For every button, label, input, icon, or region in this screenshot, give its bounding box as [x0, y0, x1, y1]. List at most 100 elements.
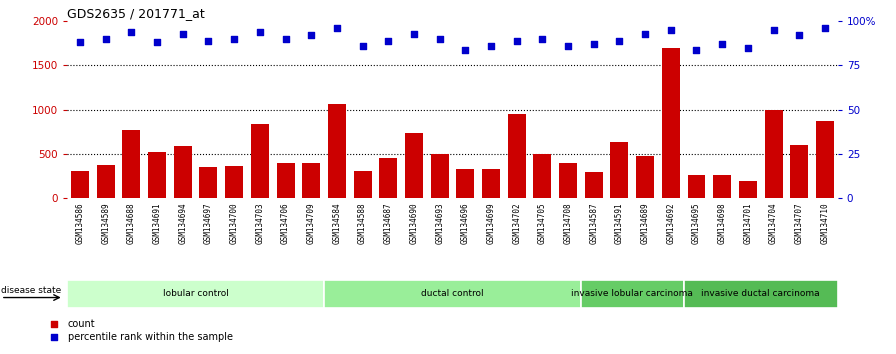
Text: GSM134697: GSM134697	[204, 202, 213, 244]
Text: GSM134688: GSM134688	[127, 202, 136, 244]
Point	[330, 25, 344, 31]
Text: GSM134692: GSM134692	[667, 202, 676, 244]
Bar	[97, 166, 115, 198]
Point	[176, 31, 190, 36]
Bar	[277, 163, 295, 198]
Text: GSM134687: GSM134687	[383, 202, 392, 244]
Point	[561, 43, 575, 49]
Text: GSM134591: GSM134591	[615, 202, 624, 244]
Point	[484, 43, 498, 49]
Text: GSM134701: GSM134701	[744, 202, 753, 244]
Text: GSM134693: GSM134693	[435, 202, 444, 244]
Text: invasive ductal carcinoma: invasive ductal carcinoma	[702, 289, 820, 298]
Bar	[405, 133, 423, 198]
Text: GSM134694: GSM134694	[178, 202, 187, 244]
Point	[202, 38, 216, 44]
Bar	[764, 110, 782, 198]
Bar	[174, 146, 192, 198]
Bar	[585, 172, 603, 198]
Point	[458, 47, 472, 52]
Text: lobular control: lobular control	[163, 289, 228, 298]
Legend: count, percentile rank within the sample: count, percentile rank within the sample	[40, 315, 237, 346]
Text: GSM134696: GSM134696	[461, 202, 470, 244]
Text: GSM134710: GSM134710	[821, 202, 830, 244]
Text: GSM134589: GSM134589	[101, 202, 110, 244]
Point	[741, 45, 755, 51]
Text: GSM134708: GSM134708	[564, 202, 573, 244]
Text: disease state: disease state	[1, 286, 61, 295]
Point	[510, 38, 524, 44]
Point	[125, 29, 139, 35]
Bar	[533, 154, 551, 198]
Text: GSM134705: GSM134705	[538, 202, 547, 244]
Bar	[379, 158, 397, 198]
Text: GDS2635 / 201771_at: GDS2635 / 201771_at	[67, 7, 205, 20]
Point	[381, 38, 395, 44]
Point	[73, 40, 87, 45]
Bar	[225, 166, 243, 198]
Bar	[559, 163, 577, 198]
Bar	[610, 142, 628, 198]
Text: GSM134584: GSM134584	[332, 202, 341, 244]
Point	[304, 33, 318, 38]
Text: GSM134587: GSM134587	[590, 202, 599, 244]
Text: GSM134695: GSM134695	[692, 202, 701, 244]
Text: invasive lobular carcinoma: invasive lobular carcinoma	[572, 289, 694, 298]
Point	[612, 38, 626, 44]
Text: GSM134702: GSM134702	[513, 202, 521, 244]
Bar	[508, 114, 526, 198]
Point	[587, 41, 601, 47]
Point	[766, 27, 780, 33]
Text: GSM134704: GSM134704	[769, 202, 778, 244]
Bar	[328, 104, 346, 198]
Point	[689, 47, 703, 52]
Bar	[123, 130, 141, 198]
Bar	[739, 181, 757, 198]
Bar	[431, 154, 449, 198]
Text: GSM134700: GSM134700	[229, 202, 238, 244]
Text: GSM134703: GSM134703	[255, 202, 264, 244]
Point	[150, 40, 164, 45]
Text: GSM134586: GSM134586	[75, 202, 84, 244]
Text: GSM134588: GSM134588	[358, 202, 367, 244]
Text: GSM134690: GSM134690	[409, 202, 418, 244]
Point	[664, 27, 678, 33]
Bar	[713, 175, 731, 198]
Point	[253, 29, 267, 35]
Bar	[67, 280, 324, 308]
Bar	[456, 169, 474, 198]
Point	[792, 33, 806, 38]
Text: GSM134689: GSM134689	[641, 202, 650, 244]
Bar	[816, 121, 834, 198]
Point	[227, 36, 241, 42]
Bar	[200, 167, 218, 198]
Point	[279, 36, 293, 42]
Bar	[581, 280, 684, 308]
Bar	[687, 175, 705, 198]
Bar	[71, 171, 89, 198]
Bar	[148, 152, 166, 198]
Point	[356, 43, 370, 49]
Point	[638, 31, 652, 36]
Text: GSM134706: GSM134706	[281, 202, 290, 244]
Point	[715, 41, 729, 47]
Bar	[302, 163, 320, 198]
Bar	[662, 48, 680, 198]
Text: GSM134707: GSM134707	[795, 202, 804, 244]
Bar	[324, 280, 581, 308]
Text: GSM134709: GSM134709	[306, 202, 315, 244]
Text: ductal control: ductal control	[421, 289, 484, 298]
Bar	[790, 145, 808, 198]
Text: GSM134691: GSM134691	[152, 202, 161, 244]
Bar	[251, 124, 269, 198]
Bar	[636, 156, 654, 198]
Text: GSM134699: GSM134699	[487, 202, 495, 244]
Point	[535, 36, 549, 42]
Point	[818, 25, 832, 31]
Text: GSM134698: GSM134698	[718, 202, 727, 244]
Point	[99, 36, 113, 42]
Point	[433, 36, 447, 42]
Bar	[482, 169, 500, 198]
Bar	[354, 171, 372, 198]
Bar	[684, 280, 838, 308]
